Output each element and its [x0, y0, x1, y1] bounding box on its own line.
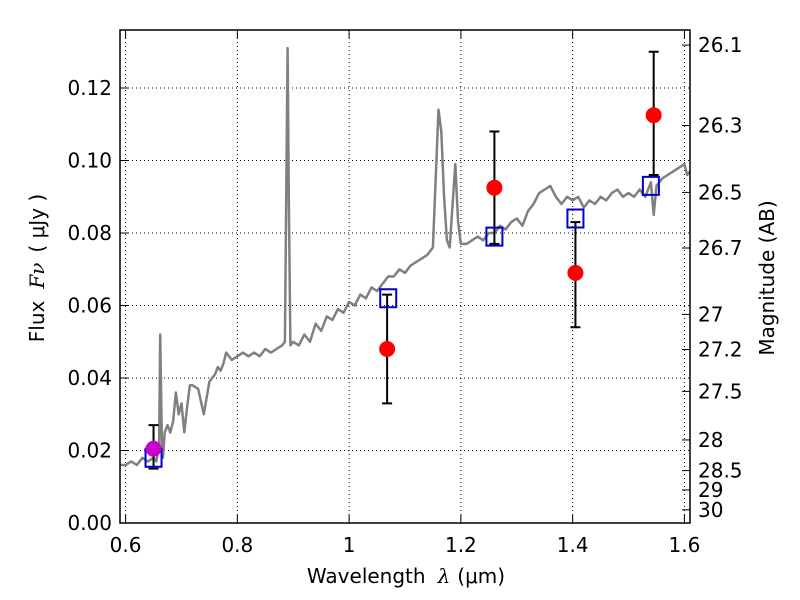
magnitude-tick-label: 27	[698, 302, 723, 326]
magnitude-tick-label: 26.1	[698, 33, 743, 57]
spectrum-line	[120, 46, 691, 467]
y-tick-label: 0.04	[67, 366, 112, 390]
x-tick-label: 1.4	[557, 533, 589, 557]
y-tick-label: 0.02	[67, 439, 112, 463]
x-tick-label: 0.8	[221, 533, 253, 557]
model-square-marker	[566, 208, 585, 229]
model-square-marker	[485, 226, 504, 247]
plot-frame	[119, 29, 691, 524]
x-tick-label: 1.2	[445, 533, 477, 557]
model-square-marker	[379, 288, 398, 309]
magnitude-tick-label: 28	[698, 428, 723, 452]
observed-point-marker	[145, 440, 162, 457]
grid-lines	[120, 30, 690, 524]
data-markers	[144, 107, 662, 468]
magnitude-tick-label: 27.2	[698, 337, 743, 361]
magnitude-tick-label: 26.7	[698, 236, 743, 260]
magnitude-tick-label: 30	[698, 498, 723, 522]
magnitude-tick-label: 29	[698, 478, 723, 502]
y-tick-label: 0.00	[67, 511, 112, 535]
magnitude-tick-label: 26.3	[698, 114, 743, 138]
x-tick-label: 1.6	[669, 533, 701, 557]
y-tick-label: 0.06	[67, 294, 112, 318]
magnitude-tick-label: 26.5	[698, 180, 743, 204]
model-square-marker	[641, 175, 660, 196]
y-tick-label: 0.10	[67, 149, 112, 173]
observed-point-marker	[645, 107, 662, 124]
y2-axis-title: Magnitude (AB)	[755, 200, 779, 355]
spectrum-series	[120, 46, 691, 467]
x-axis-title: Wavelength λ (μm)	[307, 564, 505, 588]
observed-point-marker	[379, 341, 396, 357]
magnitude-tick-label: 28.5	[698, 459, 743, 483]
x-tick-label: 0.6	[110, 533, 142, 557]
observed-point-marker	[486, 179, 503, 196]
y-tick-label: 0.08	[67, 221, 112, 245]
magnitude-tick-label: 27.5	[698, 379, 743, 403]
axis-ticks: 0.6 0.8 1 1.2 1.4 1.6 0.00 0.02 0.04 0.06 0.08 0.10…	[67, 30, 743, 557]
y-tick-label: 0.12	[67, 76, 112, 100]
x-tick-label: 1	[343, 533, 356, 557]
error-bars	[148, 50, 659, 470]
observed-point-marker	[567, 264, 584, 281]
y-axis-title: FluxFν( μJy )	[25, 194, 49, 342]
